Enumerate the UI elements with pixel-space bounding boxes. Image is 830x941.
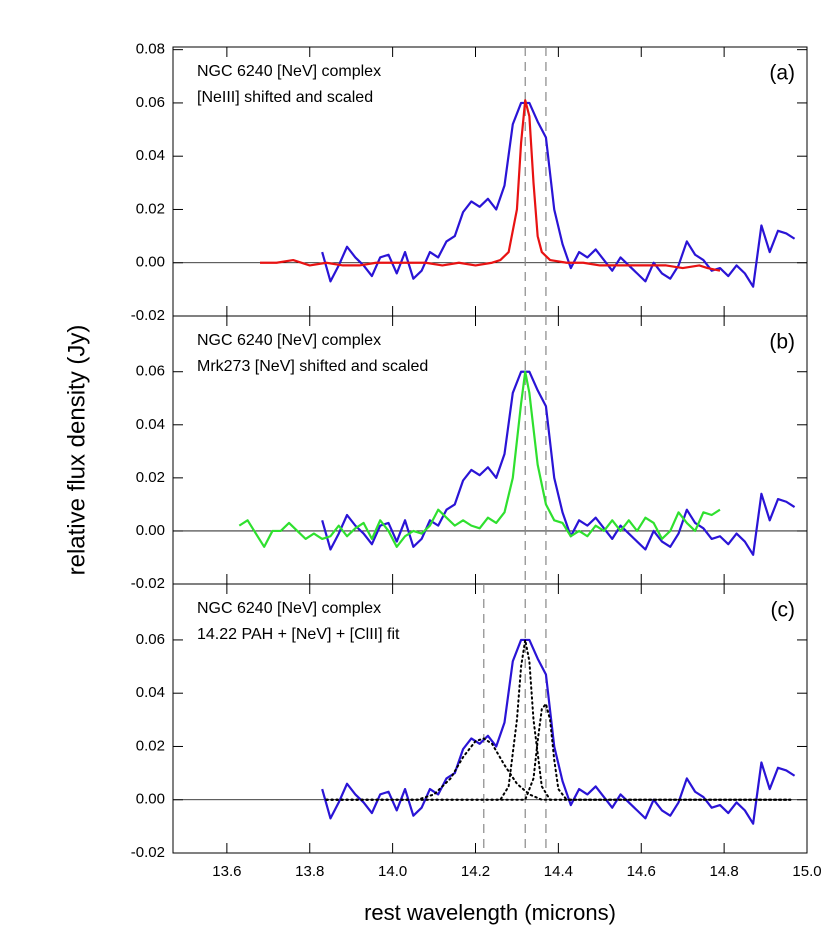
plot-frame bbox=[172, 46, 808, 317]
x-tick-label: 15.0 bbox=[792, 863, 821, 880]
x-tick-label: 14.4 bbox=[544, 863, 573, 880]
series-line bbox=[321, 638, 796, 825]
y-tick-label: -0.02 bbox=[131, 844, 165, 861]
y-tick-label: 0.04 bbox=[136, 684, 165, 701]
legend-entry: [NeIII] shifted and scaled bbox=[197, 89, 373, 106]
legend-entry: 14.22 PAH + [NeV] + [ClII] fit bbox=[197, 626, 400, 643]
panel-label: (a) bbox=[769, 62, 795, 85]
legend-entry: NGC 6240 [NeV] complex bbox=[197, 332, 381, 349]
y-axis-label: relative flux density (Jy) bbox=[63, 325, 90, 576]
y-tick-label: 0.00 bbox=[136, 254, 165, 271]
series-line bbox=[321, 370, 796, 556]
y-tick-label: 0.04 bbox=[136, 416, 165, 433]
y-tick-label: 0.08 bbox=[136, 41, 165, 58]
x-tick-label: 14.6 bbox=[627, 863, 656, 880]
series-line bbox=[325, 638, 792, 801]
y-tick-label: -0.02 bbox=[131, 575, 165, 592]
series-line bbox=[321, 101, 796, 288]
y-tick-label: 0.00 bbox=[136, 791, 165, 808]
panel-label: (b) bbox=[769, 331, 795, 354]
plot-frame bbox=[172, 315, 808, 585]
y-tick-label: 0.06 bbox=[136, 94, 165, 111]
y-tick-label: 0.02 bbox=[136, 737, 165, 754]
x-tick-label: 14.0 bbox=[378, 863, 407, 880]
x-tick-label: 13.8 bbox=[295, 863, 324, 880]
y-tick-label: 0.00 bbox=[136, 522, 165, 539]
y-tick-label: -0.02 bbox=[131, 307, 165, 324]
x-tick-label: 14.2 bbox=[461, 863, 490, 880]
y-tick-label: 0.04 bbox=[136, 147, 165, 164]
series-line bbox=[325, 737, 792, 801]
legend-entry: NGC 6240 [NeV] complex bbox=[197, 600, 381, 617]
legend-entry: Mrk273 [NeV] shifted and scaled bbox=[197, 358, 428, 375]
legend-entry: NGC 6240 [NeV] complex bbox=[197, 63, 381, 80]
series-line bbox=[260, 99, 721, 272]
x-tick-label: 13.6 bbox=[212, 863, 241, 880]
y-tick-label: 0.06 bbox=[136, 631, 165, 648]
y-tick-label: 0.02 bbox=[136, 469, 165, 486]
plot-frame bbox=[172, 583, 808, 854]
y-tick-label: 0.06 bbox=[136, 363, 165, 380]
panel-label: (c) bbox=[771, 599, 796, 622]
series-line bbox=[325, 702, 792, 801]
y-tick-label: 0.02 bbox=[136, 200, 165, 217]
series-line bbox=[238, 370, 721, 548]
x-axis-label: rest wavelength (microns) bbox=[364, 900, 616, 925]
x-tick-label: 14.8 bbox=[710, 863, 739, 880]
